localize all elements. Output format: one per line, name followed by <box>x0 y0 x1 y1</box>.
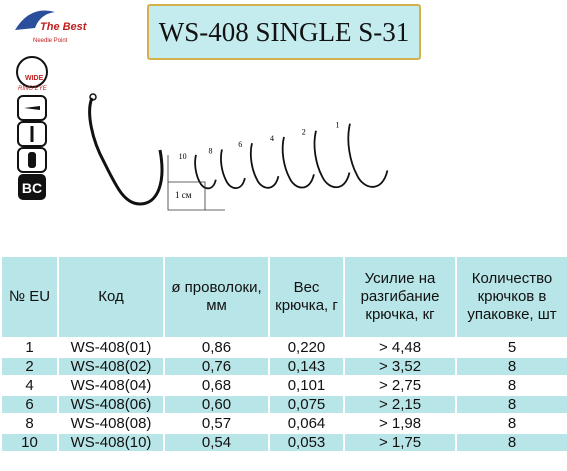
hook <box>249 142 280 189</box>
table-cell: 0,68 <box>163 375 270 396</box>
size-label: 1 <box>335 121 339 130</box>
table-cell: > 3,52 <box>343 356 457 377</box>
hook <box>313 130 351 189</box>
hook <box>347 123 389 188</box>
table-row: 4 WS-408(04) 0,68 0,101 > 2,75 8 <box>0 375 567 396</box>
table-cell: 8 <box>455 356 567 377</box>
table-cell: > 2,75 <box>343 375 457 396</box>
table-cell: 0,143 <box>268 356 345 377</box>
hook <box>220 149 246 190</box>
hook <box>88 97 164 206</box>
size-label: 4 <box>270 134 274 143</box>
scale-frame <box>167 155 225 211</box>
column-header: Код <box>57 255 165 339</box>
logo-brand: The Best <box>40 21 88 33</box>
table-cell: 8 <box>455 432 567 453</box>
table-row: 1 WS-408(01) 0,86 0,220 > 4,48 5 <box>0 337 567 358</box>
size-label: 8 <box>208 146 212 155</box>
title: WS-408 SINGLE S-31 <box>147 4 421 60</box>
column-header: Усилие на разгибание крючка, кг <box>343 255 457 339</box>
table-cell: 8 <box>455 413 567 434</box>
table-cell: 8 <box>455 375 567 396</box>
icon <box>28 152 36 168</box>
size-label: 6 <box>238 140 242 149</box>
hook <box>194 154 217 190</box>
eye-type: WIDE <box>25 75 44 82</box>
table-cell: 2 <box>0 356 59 377</box>
table-cell: 10 <box>0 432 59 453</box>
coating: BC <box>22 180 42 196</box>
table-cell: 6 <box>0 394 59 415</box>
column-header: Вес крючка, г <box>268 255 345 339</box>
scale-label: 1 см <box>175 190 192 200</box>
table-cell: 8 <box>0 413 59 434</box>
column-header: ø проволоки, мм <box>163 255 270 339</box>
size-label: 2 <box>302 128 306 137</box>
table-cell: 0,57 <box>163 413 270 434</box>
hook-eye <box>89 93 97 101</box>
column-header: № EU <box>0 255 59 339</box>
column-header: Количество крючков в упаковке, шт <box>455 255 567 339</box>
illustration: The Best Needle Point WIDE RING EYE BC 1… <box>15 10 389 211</box>
table-cell: 0,60 <box>163 394 270 415</box>
icon <box>24 106 40 110</box>
table-cell: 8 <box>455 394 567 415</box>
hook-sizes: 10 8 6 4 2 1 <box>179 121 389 190</box>
table-cell: 1 <box>0 337 59 358</box>
table-cell: WS-408(02) <box>57 356 165 377</box>
table-cell: 0,075 <box>268 394 345 415</box>
logo-tagline: Needle Point <box>33 38 68 44</box>
table-cell: 0,101 <box>268 375 345 396</box>
coating-icon <box>18 174 46 200</box>
spec-table: № EU Код ø проволоки, мм Вес крючка, г Усили… <box>0 255 567 453</box>
table-cell: WS-408(04) <box>57 375 165 396</box>
table-row: 8 WS-408(08) 0,57 0,064 > 1,98 8 <box>0 413 567 434</box>
table-cell: 0,053 <box>268 432 345 453</box>
table-cell: 0,54 <box>163 432 270 453</box>
table-cell: 0,064 <box>268 413 345 434</box>
table-cell: WS-408(10) <box>57 432 165 453</box>
table-cell: WS-408(06) <box>57 394 165 415</box>
table-cell: > 1,75 <box>343 432 457 453</box>
table-cell: 5 <box>455 337 567 358</box>
eye-caption: RING EYE <box>18 86 48 92</box>
eye-icon <box>16 56 48 88</box>
table-cell: 0,220 <box>268 337 345 358</box>
table-cell: WS-408(08) <box>57 413 165 434</box>
table-cell: 4 <box>0 375 59 396</box>
size-label: 10 <box>179 152 187 161</box>
table-cell: 0,86 <box>163 337 270 358</box>
table-cell: > 2,15 <box>343 394 457 415</box>
hook <box>281 136 315 189</box>
table-cell: WS-408(01) <box>57 337 165 358</box>
header-row: № EU Код ø проволоки, мм Вес крючка, г Усили… <box>0 255 567 339</box>
table-row: 2 WS-408(02) 0,76 0,143 > 3,52 8 <box>0 356 567 377</box>
table-row: 10 WS-408(10) 0,54 0,053 > 1,75 8 <box>0 432 567 453</box>
logo-mark <box>15 10 55 30</box>
table-row: 6 WS-408(06) 0,60 0,075 > 2,15 8 <box>0 394 567 415</box>
table-cell: 0,76 <box>163 356 270 377</box>
table-cell: > 4,48 <box>343 337 457 358</box>
table-cell: > 1,98 <box>343 413 457 434</box>
